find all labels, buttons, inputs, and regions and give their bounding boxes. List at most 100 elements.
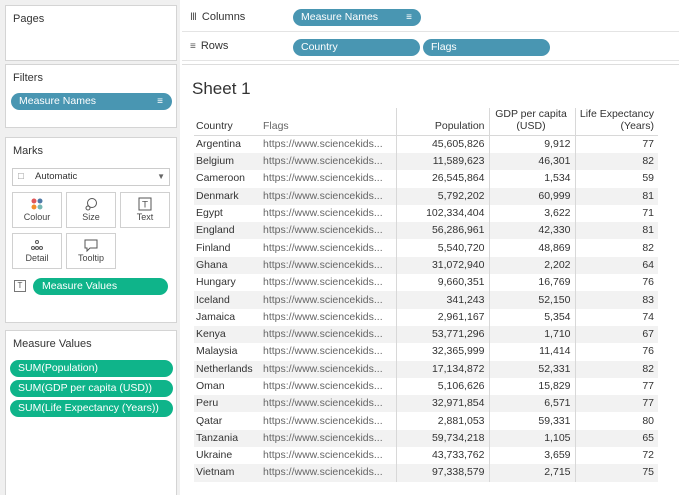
cell-country[interactable]: Ukraine	[196, 449, 233, 462]
cell-flags[interactable]: https://www.sciencekids...	[261, 291, 397, 309]
cell-population[interactable]: 31,072,940	[396, 256, 490, 275]
cell-flags[interactable]: https://www.sciencekids...	[261, 308, 397, 326]
cell-country[interactable]: Hungary	[196, 276, 236, 289]
table-row[interactable]: Finland https://www.sciencekids... 5,540,7…	[194, 239, 658, 257]
cell-gdp[interactable]: 48,869	[489, 239, 576, 257]
cell-population[interactable]: 9,660,351	[396, 274, 490, 292]
cell-flags[interactable]: https://www.sciencekids...	[261, 377, 397, 396]
cell-flags[interactable]: https://www.sciencekids...	[261, 239, 397, 257]
cell-gdp[interactable]: 59,331	[489, 412, 576, 430]
cell-life[interactable]: 83	[575, 291, 658, 309]
cell-flags[interactable]: https://www.sciencekids...	[261, 325, 397, 344]
cell-life[interactable]: 74	[642, 310, 654, 323]
cell-country[interactable]: Qatar	[196, 414, 223, 427]
cell-flags[interactable]: https://www.sciencekids...	[261, 170, 397, 188]
table-row[interactable]: Hungary https://www.sciencekids... 9,660,3…	[194, 274, 658, 292]
table-row[interactable]: Ghana https://www.sciencekids... 31,072,94…	[194, 256, 658, 275]
table-row[interactable]: Peru https://www.sciencekids... 32,971,854…	[194, 395, 658, 413]
cell-gdp[interactable]: 6,571	[489, 395, 576, 413]
cell-life[interactable]: 82	[575, 360, 658, 378]
cell-life[interactable]: 81	[575, 187, 658, 205]
cell-life[interactable]: 76	[642, 276, 654, 289]
tooltip-button[interactable]: Tooltip	[66, 233, 116, 269]
table-row[interactable]: Malaysia https://www.sciencekids... 32,365…	[194, 343, 658, 361]
cell-population[interactable]: 97,338,579	[396, 464, 490, 482]
cell-flags[interactable]: https://www.sciencekids...	[261, 395, 397, 413]
header-flags[interactable]: Flags	[261, 108, 397, 136]
cell-gdp[interactable]: 52,150	[489, 291, 576, 309]
filter-measure-names-pill[interactable]: Measure Names ≡	[11, 93, 172, 110]
cell-population[interactable]: 43,733,762	[396, 447, 490, 465]
table-row[interactable]: Tanzania https://www.sciencekids... 59,734…	[194, 429, 658, 448]
cell-gdp[interactable]: 3,659	[489, 447, 576, 465]
cell-population[interactable]: 32,365,999	[396, 343, 490, 361]
cell-population[interactable]: 56,286,961	[396, 222, 490, 240]
cell-country[interactable]: Cameroon	[196, 172, 246, 185]
table-row[interactable]: Iceland https://www.sciencekids... 341,243…	[194, 291, 658, 309]
table-row[interactable]: Ukraine https://www.sciencekids... 43,733,…	[194, 447, 658, 465]
cell-life[interactable]: 77	[642, 138, 654, 150]
cell-flags[interactable]: https://www.sciencekids...	[261, 360, 397, 378]
table-row[interactable]: Cameroon https://www.sciencekids... 26,545…	[194, 170, 658, 188]
cell-flags[interactable]: https://www.sciencekids...	[261, 343, 397, 361]
cell-gdp[interactable]: 1,710	[489, 325, 576, 344]
cell-country[interactable]: Tanzania	[194, 429, 261, 448]
cell-gdp[interactable]: 46,301	[489, 153, 576, 171]
cell-population[interactable]: 5,792,202	[396, 187, 490, 205]
columns-shelf[interactable]: Ⅲ Columns Measure Names ≡	[182, 4, 679, 32]
cell-gdp[interactable]: 1,534	[489, 170, 576, 188]
header-country[interactable]: Country	[194, 108, 261, 136]
cell-life[interactable]: 76	[642, 345, 654, 358]
cell-country[interactable]: Oman	[196, 380, 225, 392]
cell-gdp[interactable]: 2,715	[489, 464, 576, 482]
cell-gdp[interactable]: 60,999	[489, 187, 576, 205]
filters-card[interactable]: Filters Measure Names ≡	[5, 64, 177, 128]
cell-life[interactable]: 64	[575, 256, 658, 275]
cell-population[interactable]: 45,605,826	[396, 135, 490, 153]
cell-population[interactable]: 53,771,296	[396, 325, 490, 344]
cell-flags[interactable]: https://www.sciencekids...	[261, 222, 397, 240]
cell-country[interactable]: Finland	[196, 241, 231, 254]
measure-pill-life-expectancy[interactable]: SUM(Life Expectancy (Years))	[10, 400, 173, 417]
pages-card[interactable]: Pages	[5, 5, 177, 61]
cell-population[interactable]: 5,106,626	[396, 377, 490, 396]
measure-pill-gdp[interactable]: SUM(GDP per capita (USD))	[10, 380, 173, 397]
rows-shelf[interactable]: ≡ Rows Country Flags	[182, 33, 679, 61]
cell-flags[interactable]: https://www.sciencekids...	[261, 447, 397, 465]
cell-life[interactable]: 81	[575, 222, 658, 240]
cell-gdp[interactable]: 52,331	[489, 360, 576, 378]
cell-country[interactable]: Peru	[194, 395, 261, 413]
table-row[interactable]: Jamaica https://www.sciencekids... 2,961,1…	[194, 308, 658, 326]
cell-population[interactable]: 17,134,872	[396, 360, 490, 378]
cell-life[interactable]: 72	[642, 449, 654, 462]
table-row[interactable]: Belgium https://www.sciencekids... 11,589,…	[194, 153, 658, 171]
cell-flags[interactable]: https://www.sciencekids...	[261, 464, 397, 482]
cell-life[interactable]: 80	[642, 414, 654, 427]
cell-life[interactable]: 82	[575, 153, 658, 171]
cell-population[interactable]: 102,334,404	[396, 204, 490, 223]
table-row[interactable]: Denmark https://www.sciencekids... 5,792,2…	[194, 187, 658, 205]
cell-life[interactable]: 71	[642, 207, 654, 220]
cell-life[interactable]: 59	[642, 172, 654, 185]
cell-country[interactable]: Vietnam	[194, 464, 261, 482]
cell-gdp[interactable]: 16,769	[489, 274, 576, 292]
columns-measure-names-pill[interactable]: Measure Names ≡	[293, 9, 421, 26]
cell-population[interactable]: 2,881,053	[396, 412, 490, 430]
cell-flags[interactable]: https://www.sciencekids...	[261, 429, 397, 448]
header-population[interactable]: Population	[396, 108, 490, 136]
table-row[interactable]: Kenya https://www.sciencekids... 53,771,29…	[194, 325, 658, 344]
cell-country[interactable]: Netherlands	[194, 360, 261, 378]
table-row[interactable]: Qatar https://www.sciencekids... 2,881,053…	[194, 412, 658, 430]
header-life-expectancy[interactable]: Life Expectancy (Years)	[575, 108, 658, 136]
cell-country[interactable]: Belgium	[194, 153, 261, 171]
table-row[interactable]: Vietnam https://www.sciencekids... 97,338,…	[194, 464, 658, 482]
measure-pill-population[interactable]: SUM(Population)	[10, 360, 173, 377]
cell-gdp[interactable]: 3,622	[489, 204, 576, 223]
cell-country[interactable]: England	[194, 222, 261, 240]
cell-population[interactable]: 341,243	[396, 291, 490, 309]
cell-flags[interactable]: https://www.sciencekids...	[261, 256, 397, 275]
table-row[interactable]: Argentina https://www.sciencekids... 45,60…	[194, 135, 658, 153]
header-gdp[interactable]: GDP per capita (USD)	[489, 108, 576, 136]
detail-button[interactable]: Detail	[12, 233, 62, 269]
cell-flags[interactable]: https://www.sciencekids...	[261, 187, 397, 205]
